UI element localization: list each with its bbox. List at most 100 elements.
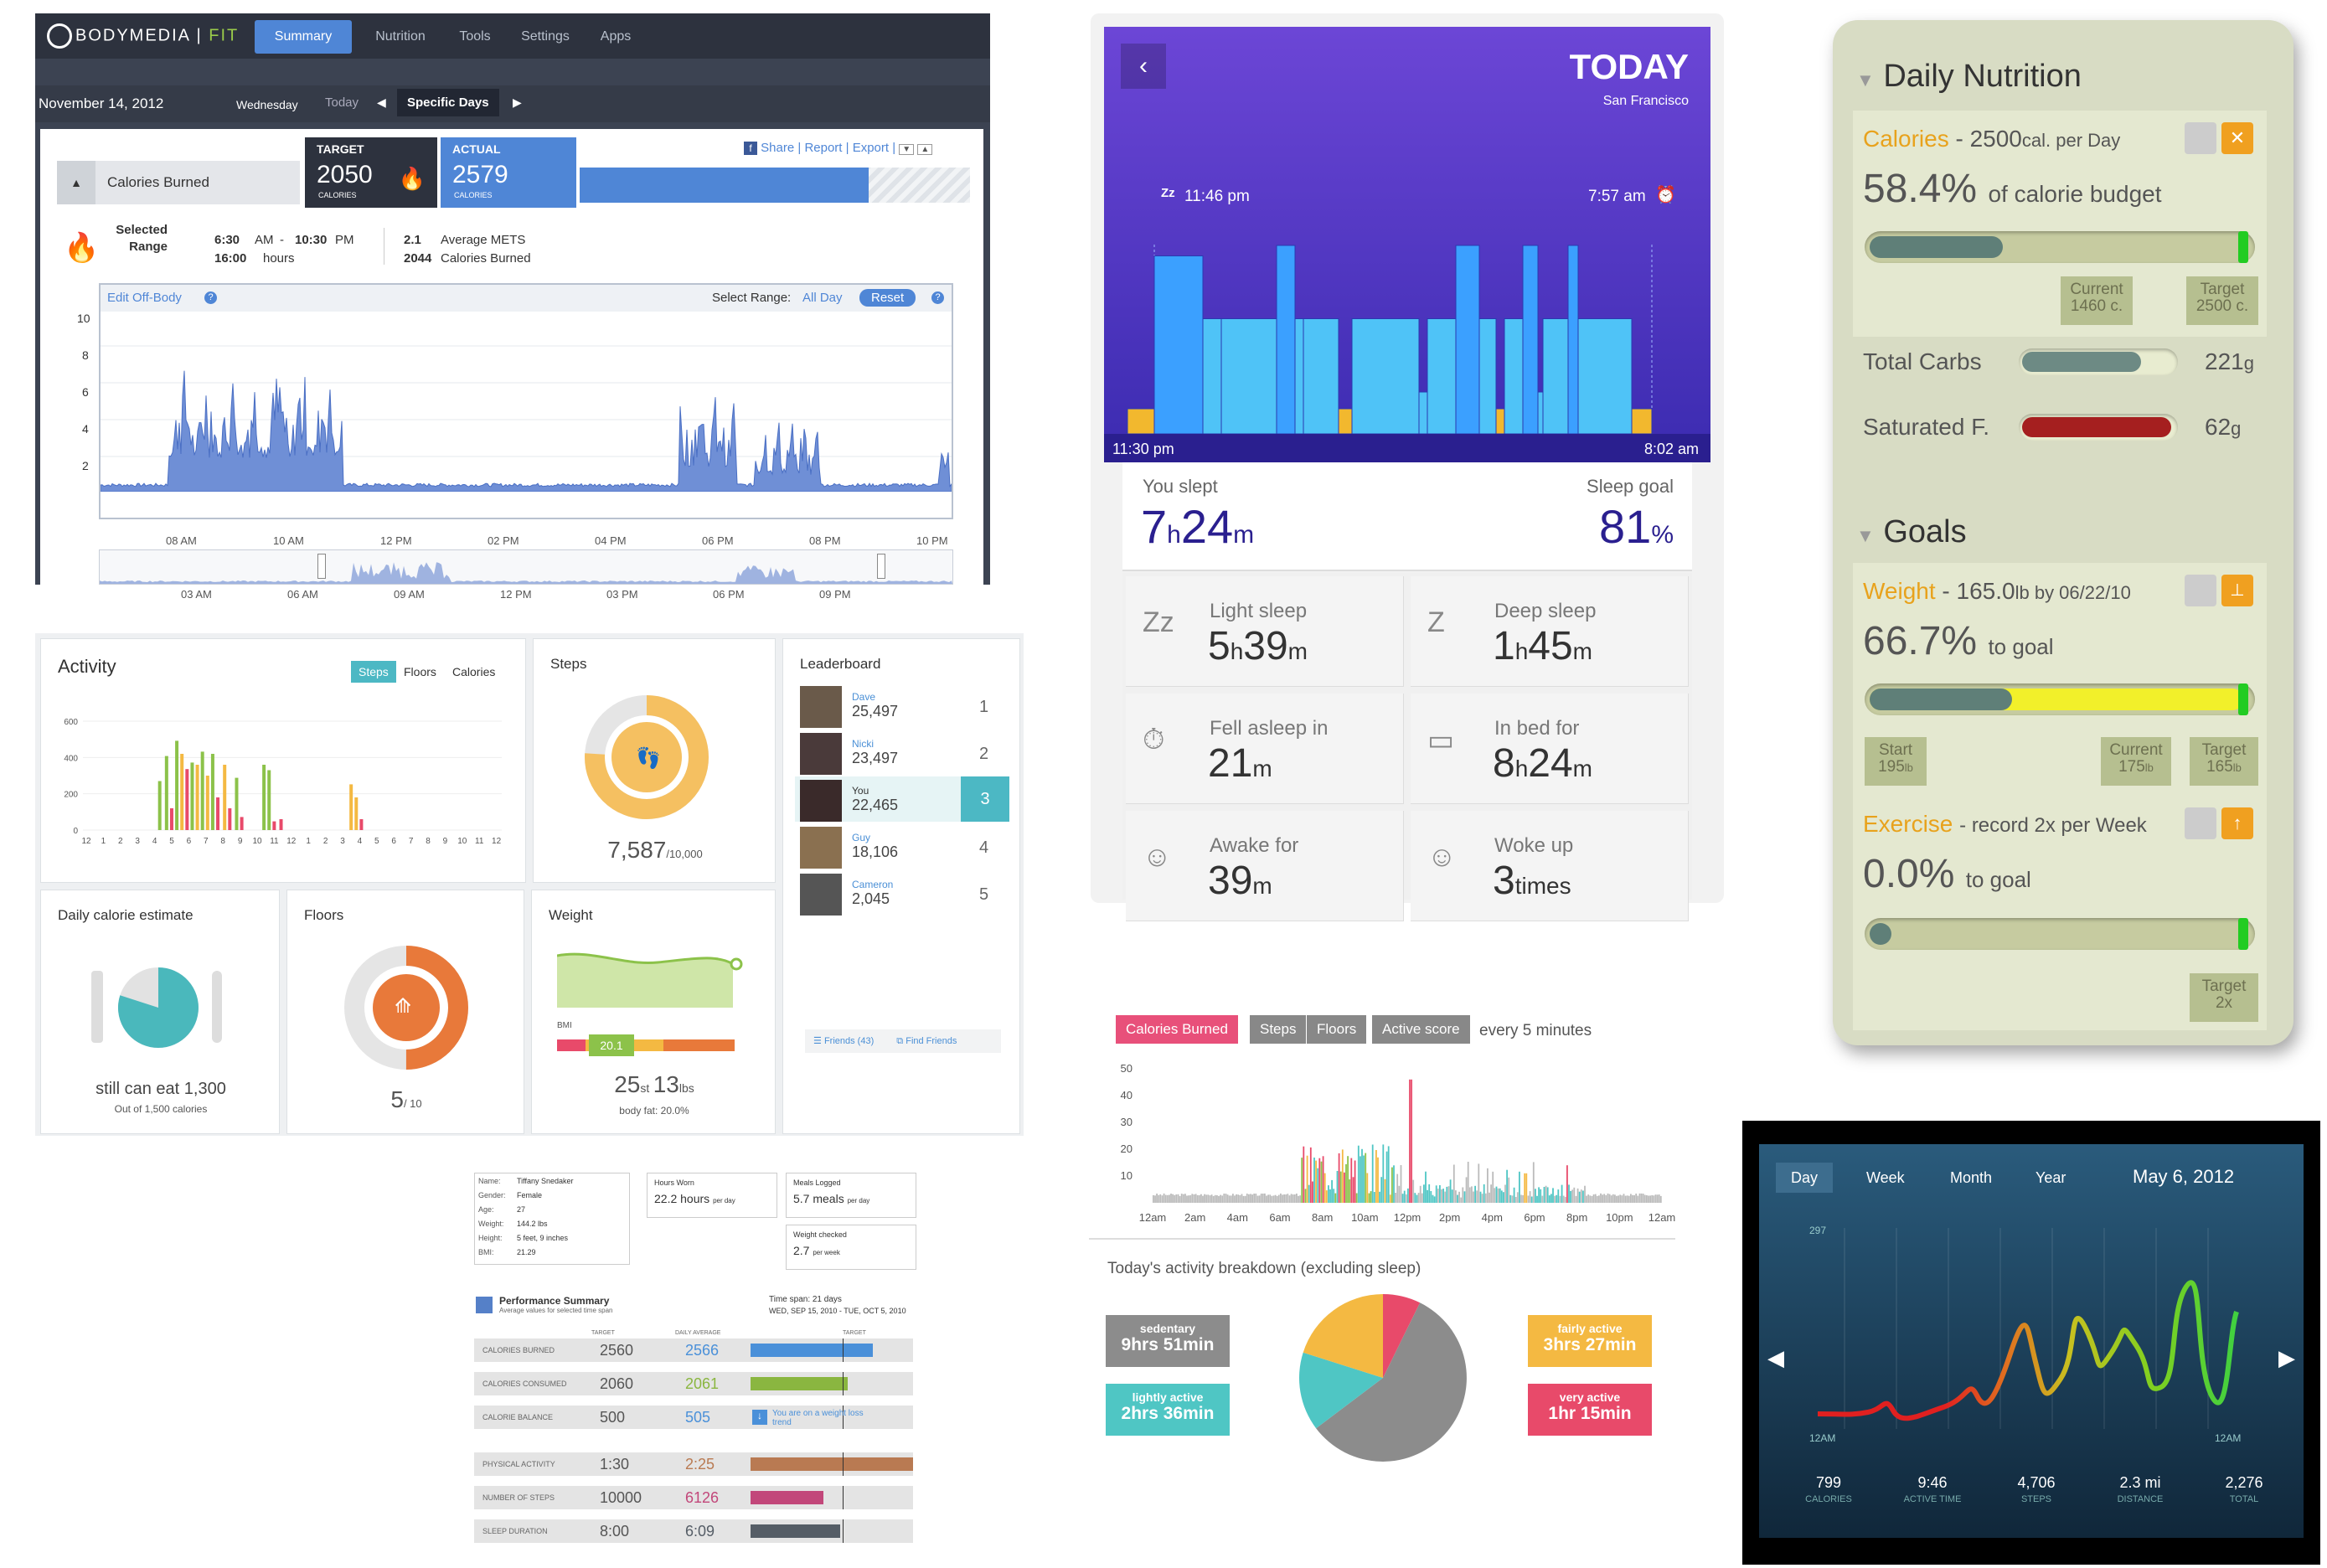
help-icon[interactable]: ? xyxy=(204,291,217,304)
bmi-value: 20.1 xyxy=(589,1034,634,1056)
tab-day[interactable]: Day xyxy=(1776,1163,1834,1193)
dropdown-icon[interactable]: ▼ xyxy=(899,144,915,155)
collapse-panel-icon[interactable]: ▲ xyxy=(917,144,933,155)
calorie-bar xyxy=(1200,1194,1202,1203)
calorie-bar xyxy=(1511,1195,1514,1203)
calorie-bar xyxy=(1292,1194,1294,1203)
calorie-bar xyxy=(1628,1195,1630,1203)
tab-calories[interactable]: Calories xyxy=(452,665,496,678)
tab-floors[interactable]: Floors xyxy=(1307,1015,1367,1044)
nav-tab-nutrition[interactable]: Nutrition xyxy=(375,29,426,44)
weight-current-line: 175lb xyxy=(2104,759,2168,776)
report-link[interactable]: Report xyxy=(804,141,843,155)
prev-arrow-icon[interactable]: ◀ xyxy=(377,95,386,109)
prev-day-icon[interactable]: ◀ xyxy=(1767,1345,1784,1370)
range-handle-left[interactable] xyxy=(317,554,326,579)
calorie-bar xyxy=(1179,1195,1181,1203)
report-row-name[interactable]: NUMBER OF STEPS xyxy=(482,1493,555,1502)
target-header: TARGET xyxy=(591,1330,615,1336)
x-tick: 10 xyxy=(457,837,467,846)
leaderboard-name[interactable]: Guy xyxy=(852,832,871,843)
nav-tab-settings[interactable]: Settings xyxy=(521,29,570,44)
sleep-chart xyxy=(1127,245,1653,435)
search-food-icon[interactable] xyxy=(2185,122,2216,154)
tab-active-score[interactable]: Active score xyxy=(1372,1015,1470,1044)
x-tick: 2 xyxy=(323,837,328,846)
report-row-name[interactable]: PHYSICAL ACTIVITY xyxy=(482,1460,555,1468)
balance-note: You are on a weight loss trend xyxy=(772,1409,864,1427)
tab-steps[interactable]: Steps xyxy=(1250,1015,1307,1044)
sleep-bar xyxy=(1303,318,1339,435)
leaderboard-steps: 22,465 xyxy=(852,797,899,813)
search-icon-2[interactable] xyxy=(2185,807,2216,839)
calorie-bar xyxy=(1214,1194,1216,1203)
exercise-icon[interactable]: ↑ xyxy=(2221,807,2253,839)
weight-st: 25 xyxy=(614,1071,641,1097)
tab-steps[interactable]: Steps xyxy=(351,661,396,683)
find-friends-link[interactable]: Find Friends xyxy=(906,1036,957,1046)
back-button[interactable]: ‹ xyxy=(1121,44,1166,89)
nav-tab-apps[interactable]: Apps xyxy=(600,29,632,44)
friends-link[interactable]: Friends (43) xyxy=(823,1036,875,1046)
report-row-name[interactable]: SLEEP DURATION xyxy=(482,1527,548,1535)
activity-plot[interactable]: Edit Off-Body ? Select Range: All Day Re… xyxy=(99,283,953,519)
calorie-bar xyxy=(1484,1193,1487,1203)
tab-floors[interactable]: Floors xyxy=(404,665,436,678)
steps-goal: /10,000 xyxy=(666,848,703,860)
metric-selector[interactable]: ▲ Calories Burned xyxy=(57,161,300,204)
report-row-name[interactable]: CALORIES BURNED xyxy=(482,1346,555,1354)
x-tick: 4am xyxy=(1227,1211,1248,1223)
leaderboard-name[interactable]: Cameron xyxy=(852,879,894,890)
hours-worn-value: 22.2 hours xyxy=(654,1192,710,1205)
tab-week[interactable]: Week xyxy=(1866,1169,1905,1186)
activity-breakdown-panel: Calories Burned Steps Floors Active scor… xyxy=(1089,1005,1675,1474)
sleep-stat-label: Fell asleep in xyxy=(1210,717,1329,740)
help-icon-2[interactable]: ? xyxy=(931,291,944,304)
weight-target-marker: Target 165lb xyxy=(2190,737,2258,786)
leaderboard-name[interactable]: Dave xyxy=(852,691,876,703)
leaderboard-name[interactable]: You xyxy=(852,785,869,797)
calorie-bar xyxy=(1416,1194,1418,1203)
range-handle-right[interactable] xyxy=(877,554,885,579)
specific-days-tab[interactable]: Specific Days xyxy=(397,89,499,116)
jawbone-sleep-screen: ‹ TODAY San Francisco Zz 11:46 pm 7:57 a… xyxy=(1091,13,1724,921)
x-tick: 5 xyxy=(374,837,379,846)
collapse-icon[interactable]: ▲ xyxy=(57,161,95,204)
nav-tab-summary[interactable]: Summary xyxy=(255,20,352,54)
facebook-icon[interactable]: f xyxy=(744,142,757,155)
sleep-stat-b: 39 xyxy=(1243,624,1288,668)
range-label: Range xyxy=(129,240,168,254)
next-day-icon[interactable]: ▶ xyxy=(2278,1345,2295,1370)
range-navigator[interactable] xyxy=(99,549,953,585)
edit-off-body-link[interactable]: Edit Off-Body xyxy=(107,291,182,305)
today-link[interactable]: Today xyxy=(325,95,359,110)
utensils-icon[interactable]: ✕ xyxy=(2221,122,2253,154)
mini-x-tick: 03 PM xyxy=(606,588,638,601)
tab-month[interactable]: Month xyxy=(1950,1169,1993,1186)
tab-calories-burned[interactable]: Calories Burned xyxy=(1116,1015,1238,1044)
search-icon[interactable] xyxy=(2185,575,2216,606)
calorie-bar xyxy=(1536,1195,1538,1203)
goals-header[interactable]: ▼ Goals xyxy=(1856,514,1967,550)
calorie-bar xyxy=(1393,1165,1395,1203)
share-link[interactable]: Share xyxy=(761,141,795,155)
calorie-bar xyxy=(1654,1194,1657,1203)
x-tick: 12am xyxy=(1139,1211,1167,1223)
all-day-link[interactable]: All Day xyxy=(802,291,843,305)
export-link[interactable]: Export xyxy=(852,141,890,155)
next-arrow-icon[interactable]: ▶ xyxy=(513,95,522,109)
daily-nutrition-header[interactable]: ▼ Daily Nutrition xyxy=(1856,59,2082,95)
very-label: very active xyxy=(1559,1390,1621,1404)
reset-button[interactable]: Reset xyxy=(859,289,916,307)
tab-year[interactable]: Year xyxy=(2035,1169,2066,1186)
calorie-bar xyxy=(1194,1194,1197,1203)
leaderboard-name[interactable]: Nicki xyxy=(852,738,874,750)
scale-icon[interactable]: ⊥ xyxy=(2221,575,2253,606)
report-row-average: 505 xyxy=(685,1409,711,1426)
sleep-stat-value: 3times xyxy=(1493,858,1571,904)
calorie-bar xyxy=(1659,1195,1662,1203)
report-row-name[interactable]: CALORIE BALANCE xyxy=(482,1413,554,1421)
sleep-stat-au: h xyxy=(1230,638,1244,664)
report-row-name[interactable]: CALORIES CONSUMED xyxy=(482,1380,567,1388)
nav-tab-tools[interactable]: Tools xyxy=(459,29,491,44)
